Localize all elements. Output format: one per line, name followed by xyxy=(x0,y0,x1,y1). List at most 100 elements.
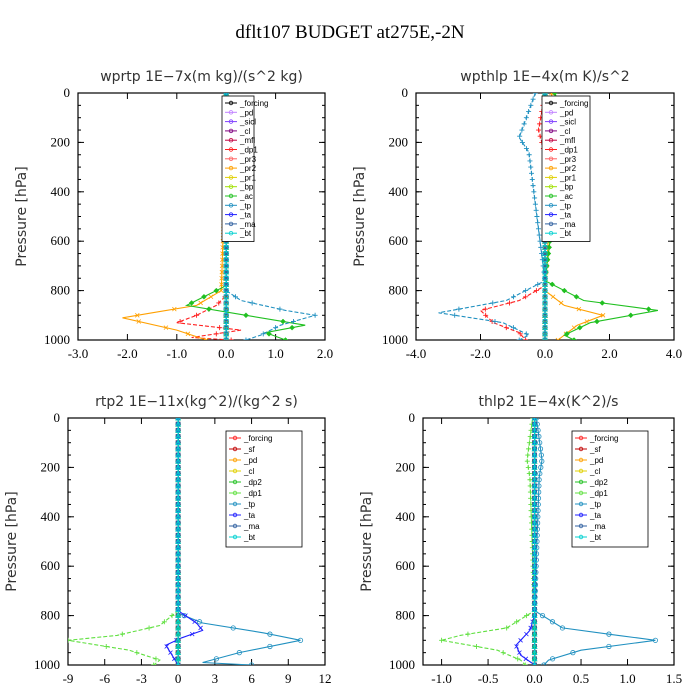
series-marker xyxy=(531,624,538,631)
series-marker xyxy=(532,662,537,665)
legend-marker xyxy=(548,221,554,227)
series-marker xyxy=(531,599,538,606)
series-marker xyxy=(282,337,289,340)
series-marker xyxy=(175,476,182,483)
series-marker xyxy=(531,433,538,439)
series-marker xyxy=(523,656,529,662)
legend-label: _cl xyxy=(239,127,250,136)
series-marker xyxy=(528,102,534,108)
series-line-tp xyxy=(438,93,546,340)
legend-label: _pr3 xyxy=(559,155,577,164)
series-marker xyxy=(217,325,223,331)
series-marker xyxy=(223,337,229,340)
y-tick-label: 600 xyxy=(51,233,71,248)
series-marker xyxy=(176,661,180,665)
y-tick-label: 400 xyxy=(396,509,416,524)
series-marker xyxy=(223,294,229,300)
series-marker xyxy=(452,312,458,318)
y-tick-label: 1000 xyxy=(34,657,60,672)
series-marker xyxy=(531,189,537,195)
legend-label: _ma xyxy=(589,522,606,531)
y-tick-label: 400 xyxy=(51,184,71,199)
y-tick-label: 200 xyxy=(51,134,71,149)
series-group xyxy=(439,418,659,665)
series-marker xyxy=(136,319,142,324)
series-marker xyxy=(576,324,583,331)
series-marker xyxy=(549,93,554,96)
legend-marker xyxy=(578,468,584,474)
series-marker xyxy=(223,300,229,306)
series-marker xyxy=(175,439,182,446)
legend-marker xyxy=(228,110,234,115)
series-marker xyxy=(194,312,200,318)
series-marker xyxy=(223,263,229,269)
series-marker xyxy=(514,644,519,649)
series-marker xyxy=(535,220,541,226)
series-marker xyxy=(175,587,182,594)
legend-label: _pd xyxy=(589,456,603,465)
y-tick-label: 800 xyxy=(41,608,61,623)
y-tick-label: 800 xyxy=(389,283,409,298)
series-marker xyxy=(531,544,538,551)
series-marker xyxy=(175,662,181,665)
legend-label: _dp1 xyxy=(243,489,262,498)
legend-marker xyxy=(578,501,584,507)
legend-label: _forcing xyxy=(589,434,618,443)
series-marker xyxy=(223,275,229,281)
x-tick-label: 0.0 xyxy=(526,671,542,686)
series-marker xyxy=(531,630,538,637)
legend-label: _bp xyxy=(239,183,254,192)
series-marker xyxy=(516,337,522,340)
legend-marker xyxy=(548,137,554,143)
series-marker xyxy=(236,650,242,656)
chart-panel-wprtp: wprtp 1E−7x(m kg)/(s^2 kg) Pressure [hPa]… xyxy=(14,69,333,361)
series-marker xyxy=(550,294,556,300)
series-marker xyxy=(542,93,548,96)
legend-label: _ta xyxy=(559,211,572,220)
series-marker xyxy=(175,630,182,637)
y-tick-label: 1000 xyxy=(389,657,415,672)
series-marker xyxy=(490,300,496,306)
series-marker xyxy=(103,643,109,649)
series-marker xyxy=(514,619,520,625)
legend-label: _pd xyxy=(559,108,573,117)
legend-label: _pr3 xyxy=(239,155,257,164)
series-marker xyxy=(223,263,229,269)
x-tick-label: -9 xyxy=(63,671,74,686)
series-marker xyxy=(526,109,532,115)
x-tick-label: 0.0 xyxy=(218,346,234,361)
series-marker xyxy=(519,127,525,133)
legend-marker xyxy=(548,128,554,134)
series-marker xyxy=(537,446,544,452)
legend-label: _ma xyxy=(243,522,260,531)
series-marker xyxy=(570,650,576,656)
y-tick-label: 0 xyxy=(409,410,416,425)
series-marker xyxy=(531,470,538,476)
chart-panel-wpthlp: wpthlp 1E−4x(m K)/s^2 Pressure [hPa] 0 200 4… xyxy=(352,69,682,361)
series-marker xyxy=(168,650,173,655)
series-marker xyxy=(576,306,582,312)
legend-marker xyxy=(578,446,584,452)
series-marker xyxy=(527,477,533,483)
series-marker xyxy=(518,638,523,643)
series-marker xyxy=(531,507,538,514)
series-marker xyxy=(542,288,548,294)
series-marker xyxy=(542,282,548,287)
series-marker xyxy=(175,655,182,662)
series-marker xyxy=(531,476,538,483)
series-marker xyxy=(223,325,229,331)
legend-marker xyxy=(228,119,234,124)
series-marker xyxy=(531,445,538,452)
series-marker xyxy=(208,294,214,300)
y-tick-label: 200 xyxy=(396,459,416,474)
figure-title: dflt107 BUDGET at275E,-2N xyxy=(235,22,465,43)
series-marker xyxy=(519,139,525,145)
series-marker xyxy=(175,556,182,563)
legend-marker xyxy=(228,128,234,134)
series-marker xyxy=(531,562,538,569)
legend-label: _dp1 xyxy=(589,489,608,498)
series-marker xyxy=(219,269,225,275)
x-tick-label: 1.0 xyxy=(619,671,635,686)
series-marker xyxy=(564,330,570,337)
series-marker xyxy=(531,568,538,575)
